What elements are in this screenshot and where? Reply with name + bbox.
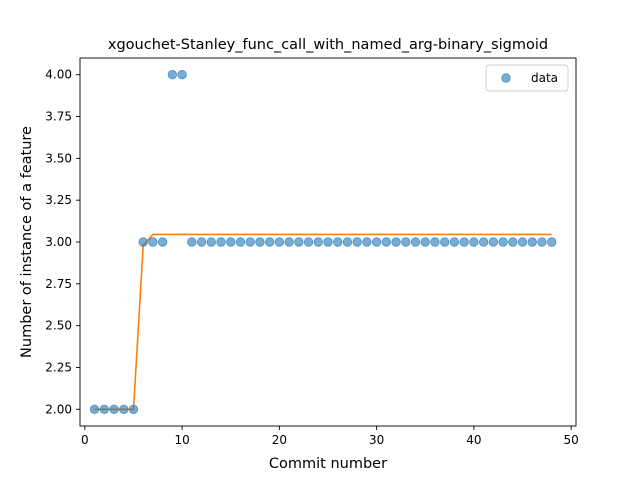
x-tick-label: 40 xyxy=(466,433,481,447)
data-point xyxy=(187,237,197,247)
data-point xyxy=(255,237,265,247)
y-tick-label: 4.00 xyxy=(45,68,72,82)
data-point xyxy=(313,237,323,247)
y-tick-label: 2.75 xyxy=(45,277,72,291)
legend-marker xyxy=(501,73,511,83)
data-point xyxy=(109,404,119,414)
data-point xyxy=(128,404,139,414)
y-tick-label: 3.00 xyxy=(45,235,72,249)
data-point xyxy=(381,237,392,247)
data-point xyxy=(264,237,275,247)
data-point xyxy=(303,237,314,247)
data-point xyxy=(517,237,528,247)
data-point xyxy=(537,237,547,247)
data-point xyxy=(420,237,430,247)
data-point xyxy=(371,237,382,247)
data-point xyxy=(177,70,187,80)
y-tick-label: 2.25 xyxy=(45,360,72,374)
data-point xyxy=(323,237,333,247)
data-point xyxy=(342,237,353,247)
data-point xyxy=(284,237,294,247)
data-point xyxy=(546,237,557,247)
data-point xyxy=(99,404,110,414)
legend-label: data xyxy=(531,71,558,85)
x-tick-label: 30 xyxy=(369,433,384,447)
y-tick-label: 2.00 xyxy=(45,402,72,416)
data-point xyxy=(401,237,411,247)
data-point xyxy=(119,404,129,414)
legend-box xyxy=(485,64,569,92)
y-tick-label: 2.50 xyxy=(45,319,72,333)
data-point xyxy=(294,237,304,247)
data-point xyxy=(226,237,236,247)
data-point xyxy=(352,237,362,247)
data-point xyxy=(206,237,216,247)
data-point xyxy=(391,237,401,247)
data-point xyxy=(138,237,148,247)
x-tick-label: 20 xyxy=(272,433,287,447)
data-point xyxy=(89,404,100,414)
data-point xyxy=(148,237,158,247)
y-tick-label: 3.75 xyxy=(45,110,72,124)
y-axis-label: Number of instance of a feature xyxy=(19,126,35,358)
data-point xyxy=(333,237,343,247)
x-axis-label: Commit number xyxy=(269,456,387,472)
data-point xyxy=(508,237,518,247)
data-point xyxy=(216,237,226,247)
legend: data xyxy=(485,64,569,92)
data-point xyxy=(410,237,421,247)
x-tick-label: 50 xyxy=(563,433,578,447)
data-point xyxy=(440,237,450,247)
data-point xyxy=(167,70,178,80)
y-tick-label: 3.50 xyxy=(45,151,72,165)
y-tick-label: 3.25 xyxy=(45,193,72,207)
data-point xyxy=(469,237,479,247)
data-point xyxy=(235,237,246,247)
data-point xyxy=(274,237,285,247)
data-point xyxy=(362,237,372,247)
data-point xyxy=(157,237,168,247)
data-point xyxy=(430,237,440,247)
x-tick-label: 0 xyxy=(81,433,89,447)
data-point xyxy=(245,237,255,247)
data-point xyxy=(498,237,508,247)
data-point xyxy=(196,237,207,247)
data-point xyxy=(449,237,460,247)
chart-title: xgouchet-Stanley_func_call_with_named_ar… xyxy=(108,37,548,53)
data-point xyxy=(478,237,489,247)
x-tick-label: 10 xyxy=(174,433,189,447)
data-point xyxy=(488,237,499,247)
data-point xyxy=(459,237,469,247)
plot-area: 0 10 20 30 40 50 2.00 2.25 2.50 2.75 3.00 3.25 3.50 3… xyxy=(45,57,579,447)
data-point xyxy=(527,237,537,247)
